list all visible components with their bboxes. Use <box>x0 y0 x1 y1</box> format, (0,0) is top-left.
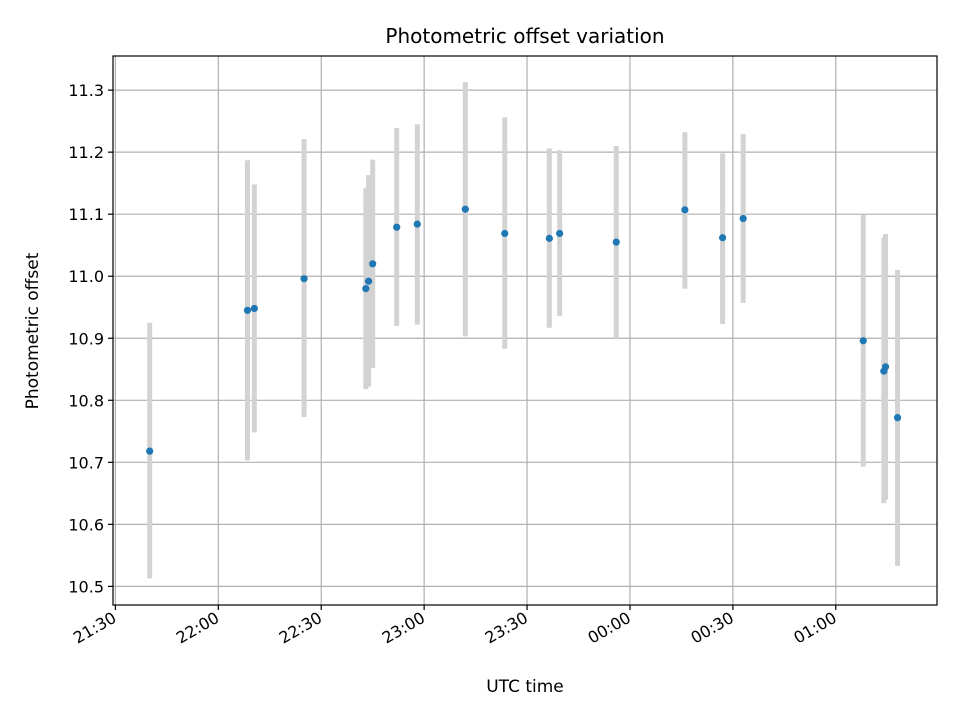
y-axis-title: Photometric offset <box>23 252 43 409</box>
x-axis-title: UTC time <box>486 677 564 697</box>
data-point <box>393 223 401 231</box>
data-point <box>146 447 154 455</box>
y-tick-label: 11.0 <box>68 267 104 286</box>
data-point <box>556 229 564 238</box>
data-point <box>718 234 727 242</box>
data-point <box>881 363 890 371</box>
data-point <box>461 205 469 213</box>
data-point <box>859 337 867 345</box>
plot-area-frame <box>112 55 938 606</box>
data-point <box>612 238 620 246</box>
data-point <box>369 260 377 268</box>
y-tick-label: 10.9 <box>68 329 104 348</box>
y-tick-label: 10.8 <box>68 391 104 410</box>
data-point <box>413 220 421 228</box>
data-point <box>545 234 553 242</box>
data-point <box>362 285 370 293</box>
y-tick-label: 11.3 <box>68 81 104 100</box>
y-tick-label: 11.2 <box>68 143 104 162</box>
data-point <box>300 275 308 283</box>
data-point <box>250 304 258 313</box>
y-tick-label: 10.6 <box>68 515 104 534</box>
data-points <box>146 205 902 455</box>
data-point <box>681 206 689 214</box>
grid <box>113 56 937 605</box>
data-point <box>501 229 509 238</box>
chart-title: Photometric offset variation <box>385 24 664 48</box>
data-point <box>893 414 902 422</box>
data-point <box>739 214 747 223</box>
y-tick-label: 10.7 <box>68 453 104 472</box>
data-point <box>243 306 252 314</box>
y-tick-label: 11.1 <box>68 205 104 224</box>
data-point <box>364 277 373 285</box>
y-tick-label: 10.5 <box>68 577 104 596</box>
y-axis-ticks: 10.5 10.6 10.7 10.8 10.9 11.0 11.1 11.2 11.3 <box>68 81 113 596</box>
